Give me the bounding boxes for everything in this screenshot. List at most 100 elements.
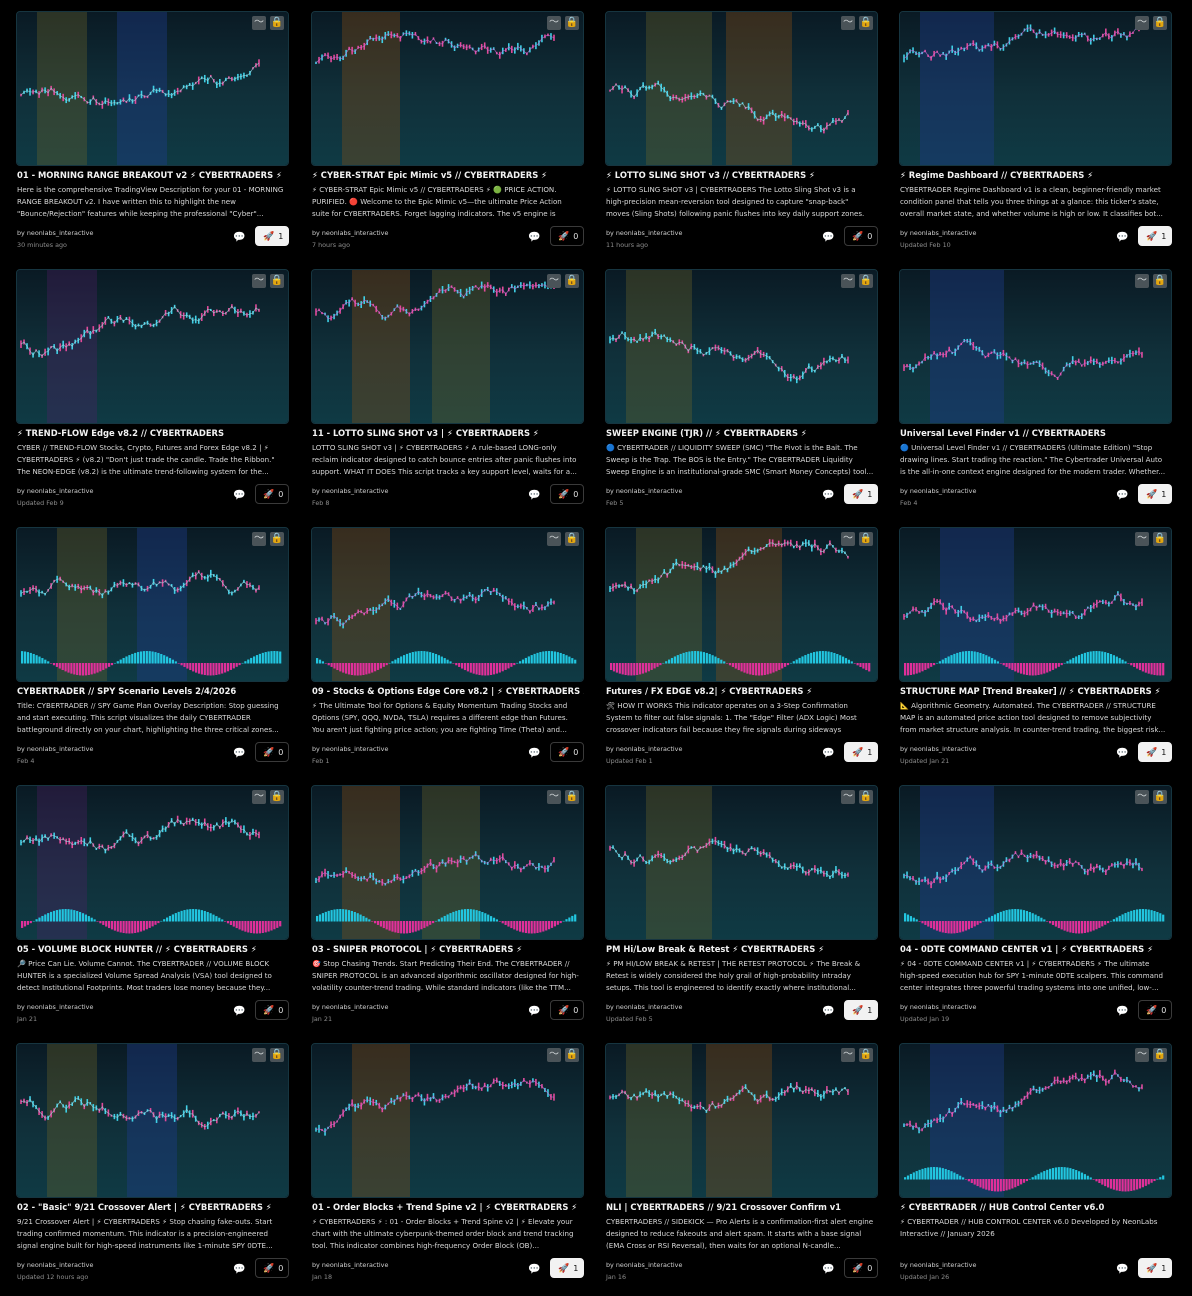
lock-icon[interactable]: 🔒 [859,532,873,546]
chart-thumbnail[interactable]: 〜 🔒 [16,527,289,682]
author-link[interactable]: by neonlabs_interactive [900,745,977,753]
chart-icon[interactable]: 〜 [547,1048,561,1062]
chart-thumbnail[interactable]: 〜 🔒 [605,785,878,940]
comment-icon[interactable]: 💬 [1116,748,1129,759]
script-title[interactable]: NLI | CYBERTRADERS // 9/21 Crossover Con… [606,1202,842,1212]
script-card[interactable]: 〜 🔒 Universal Level Finder v1 // CYBERTRAD… [899,269,1172,520]
chart-icon[interactable]: 〜 [252,532,266,546]
author-link[interactable]: by neonlabs_interactive [312,745,389,753]
chart-icon[interactable]: 〜 [547,532,561,546]
chart-thumbnail[interactable]: 〜 🔒 [899,1043,1172,1198]
lock-icon[interactable]: 🔒 [270,16,284,30]
script-card[interactable]: 〜 🔒 02 - "Basic" 9/21 Crossover Alert | ⚡ … [16,1043,289,1294]
chart-thumbnail[interactable]: 〜 🔒 [16,785,289,940]
chart-thumbnail[interactable]: 〜 🔒 [311,785,584,940]
chart-icon[interactable]: 〜 [252,274,266,288]
boost-button[interactable]: 🚀 0 [255,1258,289,1278]
lock-icon[interactable]: 🔒 [565,532,579,546]
comment-icon[interactable]: 💬 [528,232,541,243]
script-card[interactable]: 〜 🔒 CYBERTRADER // SPY Scenario Levels 2/4… [16,527,289,778]
script-title[interactable]: 02 - "Basic" 9/21 Crossover Alert | ⚡ CY… [17,1202,272,1212]
lock-icon[interactable]: 🔒 [270,1048,284,1062]
chart-thumbnail[interactable]: 〜 🔒 [899,269,1172,424]
chart-thumbnail[interactable]: 〜 🔒 [311,269,584,424]
chart-thumbnail[interactable]: 〜 🔒 [899,527,1172,682]
boost-button[interactable]: 🚀 1 [1138,1258,1172,1278]
chart-thumbnail[interactable]: 〜 🔒 [311,1043,584,1198]
boost-button[interactable]: 🚀 1 [1138,484,1172,504]
script-title[interactable]: ⚡ CYBERTRADER // HUB Control Center v6.0 [900,1202,1105,1212]
chart-thumbnail[interactable]: 〜 🔒 [311,527,584,682]
boost-button[interactable]: 🚀 1 [1138,742,1172,762]
lock-icon[interactable]: 🔒 [565,1048,579,1062]
boost-button[interactable]: 🚀 1 [844,1000,878,1020]
author-link[interactable]: by neonlabs_interactive [17,1003,94,1011]
chart-icon[interactable]: 〜 [547,274,561,288]
script-card[interactable]: 〜 🔒 STRUCTURE MAP [Trend Breaker] // ⚡ CYB… [899,527,1172,778]
script-card[interactable]: 〜 🔒 ⚡ LOTTO SLING SHOT v3 // CYBERTRADERS … [605,11,878,262]
chart-thumbnail[interactable]: 〜 🔒 [605,11,878,166]
script-title[interactable]: Universal Level Finder v1 // CYBERTRADER… [900,428,1106,438]
chart-thumbnail[interactable]: 〜 🔒 [16,1043,289,1198]
comment-icon[interactable]: 💬 [1116,1006,1129,1017]
boost-button[interactable]: 🚀 0 [844,1258,878,1278]
boost-button[interactable]: 🚀 1 [550,1258,584,1278]
chart-icon[interactable]: 〜 [841,16,855,30]
chart-icon[interactable]: 〜 [841,1048,855,1062]
comment-icon[interactable]: 💬 [233,1006,246,1017]
lock-icon[interactable]: 🔒 [1153,1048,1167,1062]
chart-icon[interactable]: 〜 [1135,274,1149,288]
script-title[interactable]: 01 - Order Blocks + Trend Spine v2 | ⚡ C… [312,1202,578,1212]
script-title[interactable]: CYBERTRADER // SPY Scenario Levels 2/4/2… [17,686,237,696]
lock-icon[interactable]: 🔒 [270,790,284,804]
chart-icon[interactable]: 〜 [252,16,266,30]
chart-icon[interactable]: 〜 [841,790,855,804]
comment-icon[interactable]: 💬 [822,1264,835,1275]
author-link[interactable]: by neonlabs_interactive [606,1261,683,1269]
boost-button[interactable]: 🚀 0 [550,742,584,762]
comment-icon[interactable]: 💬 [822,232,835,243]
boost-button[interactable]: 🚀 0 [1138,1000,1172,1020]
comment-icon[interactable]: 💬 [1116,490,1129,501]
script-card[interactable]: 〜 🔒 09 - Stocks & Options Edge Core v8.2 |… [311,527,584,778]
comment-icon[interactable]: 💬 [822,1006,835,1017]
comment-icon[interactable]: 💬 [1116,1264,1129,1275]
script-title[interactable]: SWEEP ENGINE (TJR) // ⚡ CYBERTRADERS ⚡ [606,428,807,438]
comment-icon[interactable]: 💬 [822,490,835,501]
chart-icon[interactable]: 〜 [1135,790,1149,804]
chart-icon[interactable]: 〜 [1135,16,1149,30]
lock-icon[interactable]: 🔒 [859,274,873,288]
lock-icon[interactable]: 🔒 [565,16,579,30]
lock-icon[interactable]: 🔒 [270,274,284,288]
chart-icon[interactable]: 〜 [841,532,855,546]
comment-icon[interactable]: 💬 [233,490,246,501]
script-title[interactable]: 01 - MORNING RANGE BREAKOUT v2 ⚡ CYBERTR… [17,170,282,180]
comment-icon[interactable]: 💬 [233,232,246,243]
script-card[interactable]: 〜 🔒 05 - VOLUME BLOCK HUNTER // ⚡ CYBERTRA… [16,785,289,1036]
lock-icon[interactable]: 🔒 [565,274,579,288]
lock-icon[interactable]: 🔒 [1153,274,1167,288]
comment-icon[interactable]: 💬 [233,1264,246,1275]
script-card[interactable]: 〜 🔒 PM Hi/Low Break & Retest ⚡ CYBERTRADER… [605,785,878,1036]
script-title[interactable]: ⚡ TREND-FLOW Edge v8.2 // CYBERTRADERS [17,428,225,438]
boost-button[interactable]: 🚀 1 [844,484,878,504]
chart-icon[interactable]: 〜 [252,1048,266,1062]
author-link[interactable]: by neonlabs_interactive [900,1003,977,1011]
author-link[interactable]: by neonlabs_interactive [606,745,683,753]
lock-icon[interactable]: 🔒 [859,1048,873,1062]
chart-thumbnail[interactable]: 〜 🔒 [899,11,1172,166]
script-title[interactable]: ⚡ LOTTO SLING SHOT v3 // CYBERTRADERS ⚡ [606,170,815,180]
boost-button[interactable]: 🚀 1 [844,742,878,762]
script-card[interactable]: 〜 🔒 01 - MORNING RANGE BREAKOUT v2 ⚡ CYBER… [16,11,289,262]
author-link[interactable]: by neonlabs_interactive [606,487,683,495]
script-card[interactable]: 〜 🔒 ⚡ TREND-FLOW Edge v8.2 // CYBERTRADERS… [16,269,289,520]
comment-icon[interactable]: 💬 [822,748,835,759]
boost-button[interactable]: 🚀 0 [550,484,584,504]
boost-button[interactable]: 🚀 1 [1138,226,1172,246]
script-title[interactable]: 11 - LOTTO SLING SHOT v3 | ⚡ CYBERTRADER… [312,428,539,438]
author-link[interactable]: by neonlabs_interactive [312,229,389,237]
comment-icon[interactable]: 💬 [528,490,541,501]
lock-icon[interactable]: 🔒 [859,790,873,804]
script-card[interactable]: 〜 🔒 ⚡ Regime Dashboard // CYBERTRADERS ⚡ CY… [899,11,1172,262]
author-link[interactable]: by neonlabs_interactive [900,487,977,495]
